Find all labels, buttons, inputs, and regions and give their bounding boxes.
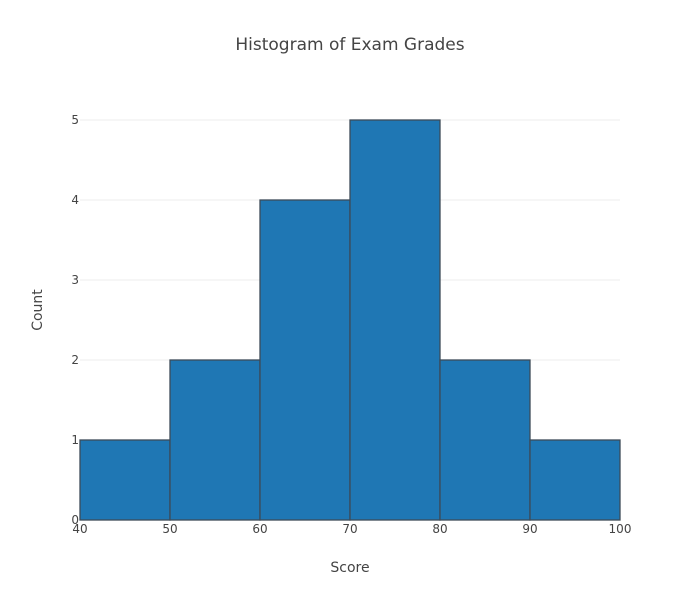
x-tick-label: 50 — [162, 522, 177, 536]
histogram-bar — [79, 439, 171, 521]
histogram-bar — [259, 199, 351, 521]
histogram-bar — [169, 359, 261, 521]
x-tick-label: 90 — [522, 522, 537, 536]
histogram-bar — [529, 439, 621, 521]
y-tick-label: 0 — [71, 513, 79, 527]
y-tick-label: 2 — [71, 353, 79, 367]
y-tick-label: 1 — [71, 433, 79, 447]
y-tick-label: 5 — [71, 113, 79, 127]
y-tick-label: 3 — [71, 273, 79, 287]
y-axis-ticks: 0 1 2 3 4 5 — [71, 113, 79, 527]
histogram-bar — [349, 119, 441, 521]
x-tick-label: 100 — [609, 522, 632, 536]
x-axis-ticks: 40 50 60 70 80 90 100 — [72, 522, 631, 536]
x-axis-title: Score — [330, 560, 369, 576]
x-tick-label: 60 — [252, 522, 267, 536]
y-axis-title: Count — [30, 289, 46, 331]
chart-title: Histogram of Exam Grades — [235, 35, 464, 55]
histogram-bars — [79, 119, 621, 521]
y-tick-label: 4 — [71, 193, 79, 207]
histogram-bar — [439, 359, 531, 521]
x-tick-label: 40 — [72, 522, 87, 536]
x-tick-label: 80 — [432, 522, 447, 536]
x-tick-label: 70 — [342, 522, 357, 536]
